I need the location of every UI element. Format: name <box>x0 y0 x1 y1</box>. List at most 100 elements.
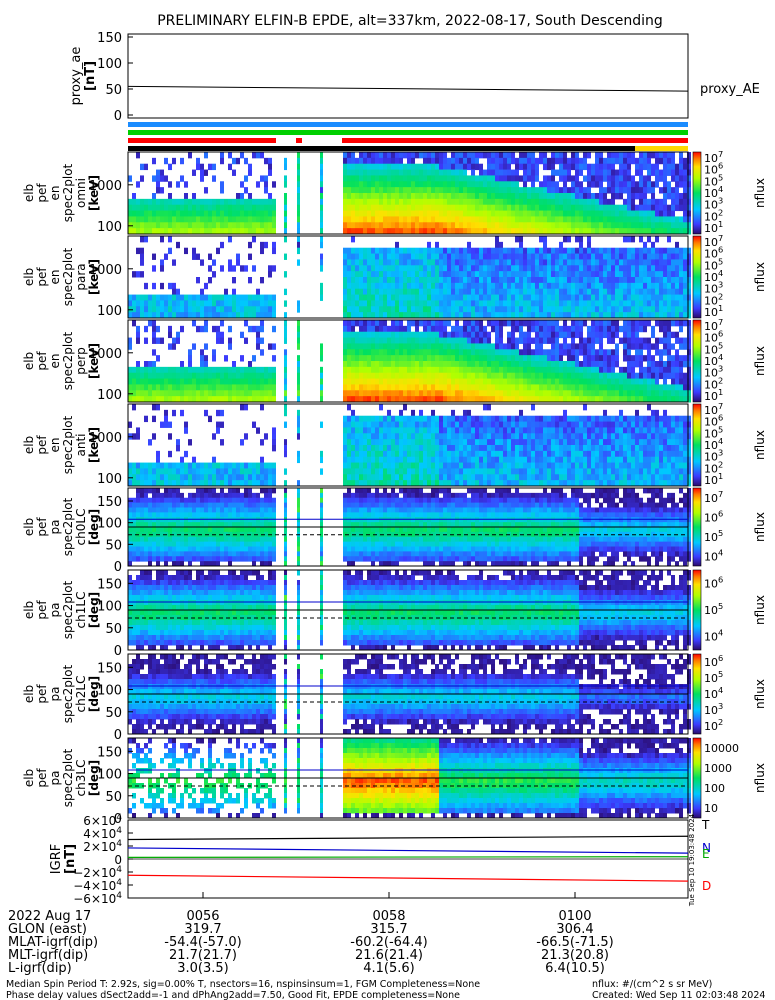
heatmap-cell <box>527 204 531 212</box>
heatmap-cell <box>351 204 355 212</box>
heatmap-cell <box>343 331 347 339</box>
heatmap-cell <box>431 187 435 194</box>
colorbar-tick-label: 107 <box>704 149 723 165</box>
heatmap-cell <box>575 331 579 339</box>
heatmap-cell <box>240 378 244 385</box>
heatmap-cell <box>375 181 379 188</box>
heatmap-cell <box>503 204 507 212</box>
heatmap-cell <box>479 378 483 385</box>
heatmap-cell <box>643 372 647 380</box>
heatmap-cell <box>531 152 535 159</box>
heatmap-cell <box>184 421 188 428</box>
heatmap-cell <box>615 300 619 307</box>
heatmap-cell <box>140 253 144 260</box>
heatmap-cell <box>363 187 367 194</box>
heatmap-cell <box>399 187 403 194</box>
heatmap-cell <box>563 271 567 278</box>
heatmap-cell <box>164 421 168 428</box>
heatmap-cell <box>411 421 415 428</box>
heatmap-cell <box>192 480 196 487</box>
heatmap-cell <box>419 152 423 159</box>
heatmap-cell <box>647 390 651 397</box>
heatmap-cell <box>188 462 192 469</box>
heatmap-cell <box>587 169 591 176</box>
heatmap-cell <box>463 222 467 229</box>
heatmap-cell <box>297 378 300 385</box>
heatmap-cell <box>491 282 495 290</box>
heatmap-cell <box>192 468 196 475</box>
heatmap-cell <box>639 187 643 194</box>
heatmap-cell <box>527 325 531 333</box>
heatmap-cell <box>471 337 475 344</box>
heatmap-cell <box>603 210 607 217</box>
heatmap-cell <box>371 288 375 296</box>
heatmap-cell <box>599 152 603 159</box>
heatmap-cell <box>519 204 523 212</box>
heatmap-cell <box>427 421 431 428</box>
heatmap-cell <box>639 228 643 235</box>
heatmap-cell <box>439 325 443 333</box>
heatmap-cell <box>627 271 631 278</box>
heatmap-cell <box>511 271 515 278</box>
heatmap-cell <box>152 312 156 319</box>
heatmap-cell <box>355 361 359 368</box>
heatmap-cell <box>467 427 471 434</box>
heatmap-cell <box>475 433 479 440</box>
heatmap-cell <box>343 277 347 284</box>
heatmap-cell <box>256 427 260 434</box>
heatmap-cell <box>671 169 675 176</box>
heatmap-cell <box>387 390 391 397</box>
heatmap-cell <box>415 152 419 159</box>
heatmap-cell <box>351 378 355 385</box>
heatmap-cell <box>383 331 387 339</box>
heatmap-cell <box>371 300 375 307</box>
heatmap-cell <box>683 312 687 319</box>
heatmap-cell <box>379 259 383 266</box>
heatmap-cell <box>583 288 587 296</box>
heatmap-cell <box>399 355 403 362</box>
heatmap-cell <box>623 384 627 391</box>
heatmap-cell <box>535 271 539 278</box>
heatmap-cell <box>555 271 559 278</box>
heatmap-cell <box>439 216 443 223</box>
heatmap-cell <box>623 306 627 313</box>
heatmap-cell <box>272 265 276 272</box>
heatmap-cell <box>164 474 168 481</box>
heatmap-cell <box>551 300 555 307</box>
heatmap-cell <box>140 198 144 206</box>
heatmap-cell <box>359 343 363 350</box>
heatmap-cell <box>343 320 347 327</box>
heatmap-cell <box>184 228 188 235</box>
heatmap-cell <box>152 216 156 223</box>
heatmap-cell <box>431 421 435 428</box>
heatmap-cell <box>140 216 144 223</box>
heatmap-cell <box>519 320 523 327</box>
heatmap-cell <box>535 253 539 260</box>
heatmap-cell <box>232 378 236 385</box>
heatmap-cell <box>611 265 615 272</box>
heatmap-cell <box>483 355 487 362</box>
heatmap-cell <box>411 439 415 446</box>
heatmap-cell <box>555 325 559 333</box>
heatmap-cell <box>455 421 459 428</box>
heatmap-cell <box>435 210 439 217</box>
heatmap-cell <box>627 277 631 284</box>
heatmap-cell <box>583 163 587 171</box>
heatmap-cell <box>192 320 196 327</box>
heatmap-cell <box>607 271 611 278</box>
heatmap-cell <box>407 390 411 397</box>
heatmap-cell <box>559 331 563 339</box>
heatmap-cell <box>216 462 220 469</box>
heatmap-cell <box>367 259 371 266</box>
heatmap-cell <box>435 445 439 452</box>
heatmap-cell <box>495 169 499 176</box>
heatmap-cell <box>192 216 196 223</box>
heatmap-cell <box>375 355 379 362</box>
heatmap-cell <box>375 325 379 333</box>
heatmap-cell <box>671 312 675 319</box>
heatmap-cell <box>455 187 459 194</box>
heatmap-cell <box>268 300 272 307</box>
heatmap-cell <box>363 396 367 403</box>
heatmap-cell <box>623 337 627 344</box>
heatmap-cell <box>655 247 659 255</box>
